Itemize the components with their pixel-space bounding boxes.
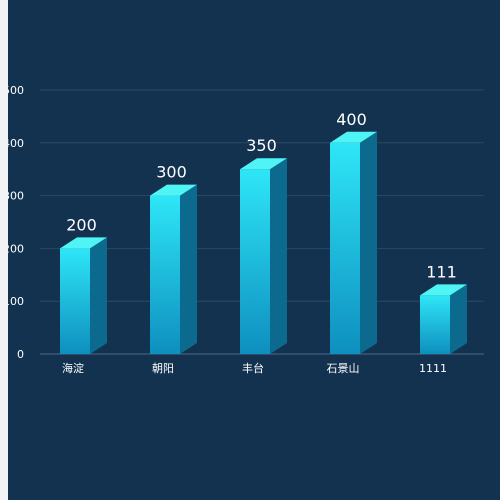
y-tick-label: 100 <box>8 295 24 308</box>
data-label: 200 <box>66 215 97 234</box>
y-tick-label: 0 <box>17 348 24 361</box>
bar-front-face <box>420 295 450 354</box>
bar-side-face <box>450 284 467 354</box>
chart-panel: 0 100 200 300 400 500 海淀 朝阳 丰台 石景山 1111 200 300 350… <box>8 0 500 500</box>
bar <box>330 131 377 354</box>
bar-chart: 0 100 200 300 400 500 海淀 朝阳 丰台 石景山 1111 200 300 350… <box>8 84 484 375</box>
bar-side-face <box>90 237 107 354</box>
bar-front-face <box>150 195 180 354</box>
x-tick-label: 1111 <box>419 362 447 375</box>
data-label: 350 <box>246 136 277 155</box>
x-tick-label: 石景山 <box>327 362 360 375</box>
data-label: 111 <box>426 262 457 281</box>
y-tick-label: 400 <box>8 137 24 150</box>
y-tick-label: 300 <box>8 190 24 203</box>
bars <box>60 131 467 354</box>
bar-top-face <box>330 131 377 143</box>
data-labels: 200 300 350 400 111 <box>66 110 457 282</box>
x-axis: 海淀 朝阳 丰台 石景山 1111 <box>62 361 447 375</box>
data-label: 400 <box>336 110 367 129</box>
y-axis: 0 100 200 300 400 500 <box>8 84 24 361</box>
data-label: 300 <box>156 163 187 182</box>
bar-side-face <box>270 158 287 354</box>
bar <box>240 158 287 354</box>
bar-top-face <box>150 184 197 196</box>
bar-side-face <box>180 184 197 354</box>
x-tick-label: 朝阳 <box>152 362 174 375</box>
bar-front-face <box>60 248 90 354</box>
x-tick-label: 丰台 <box>242 361 264 375</box>
bar <box>60 237 107 354</box>
y-tick-label: 500 <box>8 84 24 97</box>
bar <box>420 284 467 354</box>
bar-top-face <box>420 284 467 296</box>
x-tick-label: 海淀 <box>62 361 84 375</box>
bar-front-face <box>330 142 360 354</box>
bar <box>150 184 197 354</box>
bar-front-face <box>240 169 270 354</box>
y-tick-label: 200 <box>8 242 24 255</box>
bar-side-face <box>360 131 377 354</box>
bar-top-face <box>60 237 107 249</box>
bar-top-face <box>240 158 287 170</box>
